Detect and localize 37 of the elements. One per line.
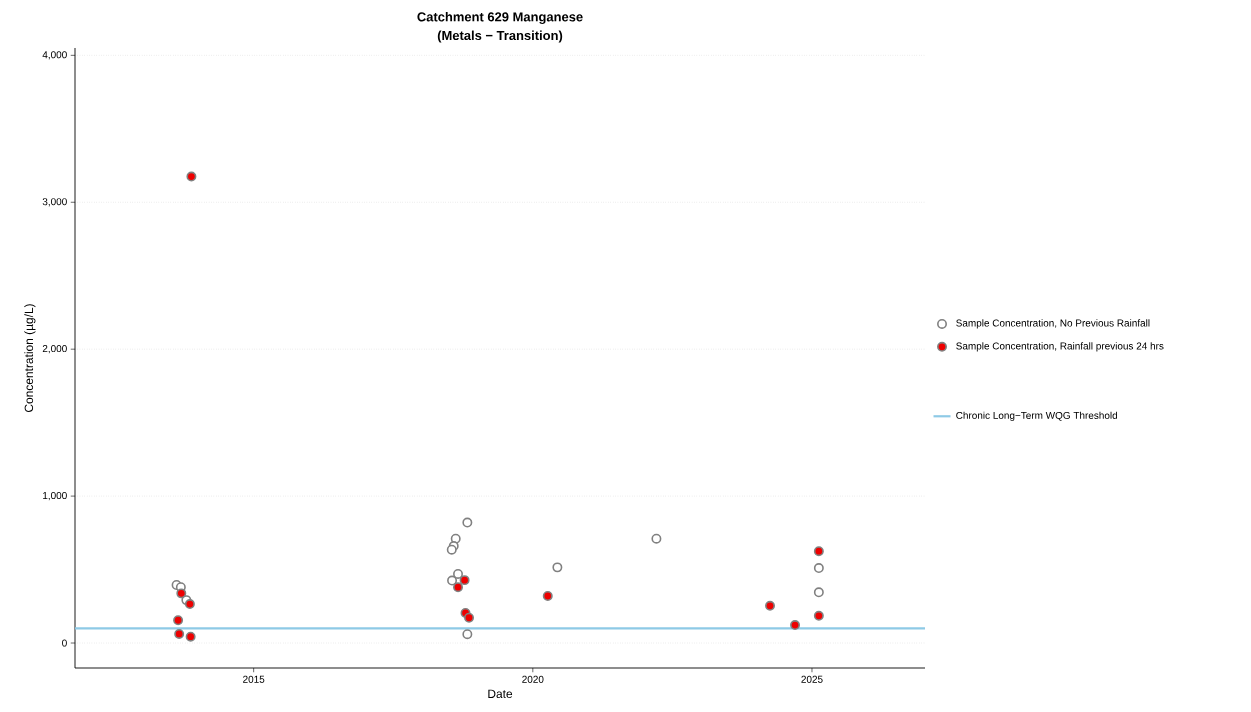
legend-label: Sample Concentration, Rainfall previous 24 hrs [956,342,1164,352]
point [447,575,458,586]
y-axis-title: Concentration (µg/L) [24,304,36,412]
legend-label: Sample Concentration, No Previous Rainfall [956,319,1150,329]
point [790,620,801,631]
point [813,563,824,574]
point [459,575,470,586]
x-tick-label: 2015 [243,675,265,683]
point [462,629,473,640]
y-tick-label: 2,000 [42,345,67,354]
point [462,517,473,528]
point [453,582,463,593]
y-tick-label: 4,000 [42,51,67,60]
point [813,610,824,621]
point [765,600,775,611]
point [186,171,197,182]
point [185,631,196,642]
point [813,546,824,557]
point [552,562,563,573]
point [453,568,463,579]
legend-label: Chronic Long−Term WQG Threshold [956,411,1118,421]
y-tick-label: 3,000 [42,198,67,207]
chart-subtitle: (Metals − Transition) [437,30,563,43]
point [176,588,187,599]
chart-title: Catchment 629 Manganese [417,11,583,25]
x-tick-label: 2020 [522,675,544,683]
x-tick-label: 2025 [801,675,823,683]
x-axis-title: Date [488,689,513,698]
point [184,599,195,610]
point [174,628,185,639]
point [173,615,184,626]
point [651,533,662,544]
point [542,591,553,601]
y-tick-label: 1,000 [43,491,67,501]
point [464,612,475,623]
y-tick-label: 0 [62,639,67,647]
point [813,587,824,598]
